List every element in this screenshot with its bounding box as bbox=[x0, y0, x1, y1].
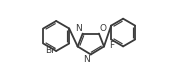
Text: F: F bbox=[109, 41, 114, 50]
Text: O: O bbox=[99, 24, 107, 33]
Text: N: N bbox=[84, 55, 90, 64]
Text: Br: Br bbox=[45, 47, 55, 56]
Text: N: N bbox=[75, 24, 82, 33]
